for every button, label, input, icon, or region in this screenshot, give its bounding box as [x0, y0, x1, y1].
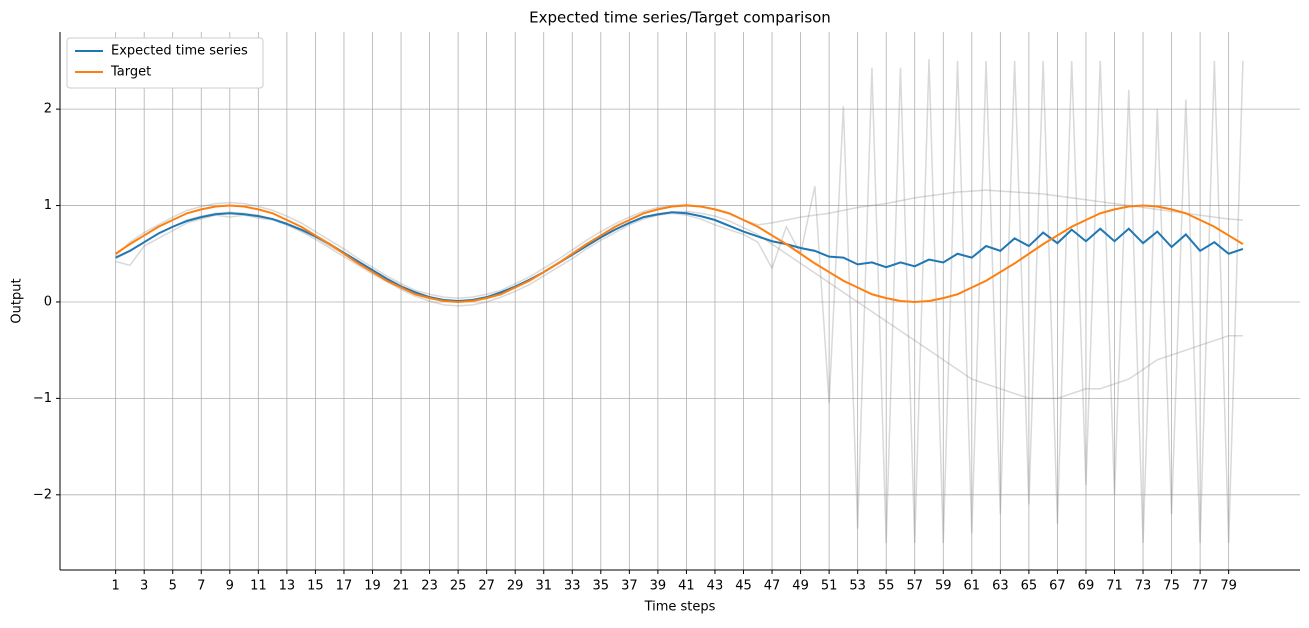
- x-tick-label: 71: [1106, 579, 1123, 594]
- x-tick-label: 31: [535, 579, 552, 594]
- x-tick-label: 47: [764, 579, 781, 594]
- x-tick-label: 65: [1021, 579, 1038, 594]
- x-tick-label: 29: [507, 579, 524, 594]
- x-tick-label: 19: [364, 579, 381, 594]
- x-tick-label: 51: [821, 579, 838, 594]
- y-tick-label: 1: [44, 198, 52, 213]
- x-tick-label: 15: [307, 579, 324, 594]
- x-tick-label: 11: [250, 579, 267, 594]
- x-tick-label: 45: [735, 579, 752, 594]
- legend-label: Target: [110, 65, 151, 80]
- x-tick-label: 35: [593, 579, 610, 594]
- x-tick-label: 55: [878, 579, 895, 594]
- x-tick-label: 5: [169, 579, 177, 594]
- x-tick-label: 23: [421, 579, 438, 594]
- x-tick-label: 43: [707, 579, 724, 594]
- x-tick-label: 25: [450, 579, 467, 594]
- x-tick-label: 41: [678, 579, 695, 594]
- x-tick-label: 17: [336, 579, 353, 594]
- y-tick-label: 0: [44, 294, 52, 309]
- x-tick-label: 37: [621, 579, 638, 594]
- x-tick-label: 73: [1135, 579, 1152, 594]
- chart-title: Expected time series/Target comparison: [529, 9, 831, 27]
- x-tick-label: 1: [112, 579, 120, 594]
- sample-line: [115, 58, 1244, 544]
- x-tick-label: 9: [226, 579, 234, 594]
- x-tick-label: 57: [906, 579, 923, 594]
- x-axis-label: Time steps: [644, 600, 716, 615]
- x-tick-label: 61: [964, 579, 981, 594]
- series-line: [115, 204, 1244, 303]
- x-tick-label: 27: [478, 579, 495, 594]
- x-tick-label: 75: [1163, 579, 1180, 594]
- x-tick-label: 63: [992, 579, 1009, 594]
- y-tick-label: −2: [33, 487, 52, 502]
- x-tick-label: 53: [849, 579, 866, 594]
- x-tick-label: 21: [393, 579, 410, 594]
- legend-label: Expected time series: [111, 44, 248, 59]
- series-line: [115, 211, 1244, 303]
- y-tick-label: −1: [33, 391, 52, 406]
- x-tick-label: 33: [564, 579, 581, 594]
- x-tick-label: 77: [1192, 579, 1209, 594]
- x-tick-label: 7: [197, 579, 205, 594]
- x-tick-label: 13: [279, 579, 296, 594]
- x-tick-label: 49: [792, 579, 809, 594]
- legend-box: [66, 37, 264, 89]
- x-tick-label: 3: [140, 579, 148, 594]
- y-tick-label: 2: [44, 102, 52, 117]
- x-tick-label: 67: [1049, 579, 1066, 594]
- x-tick-label: 79: [1220, 579, 1237, 594]
- x-tick-label: 39: [650, 579, 667, 594]
- x-tick-label: 59: [935, 579, 952, 594]
- y-axis-label: Output: [10, 278, 25, 323]
- sample-line: [115, 210, 1243, 400]
- x-tick-label: 69: [1078, 579, 1095, 594]
